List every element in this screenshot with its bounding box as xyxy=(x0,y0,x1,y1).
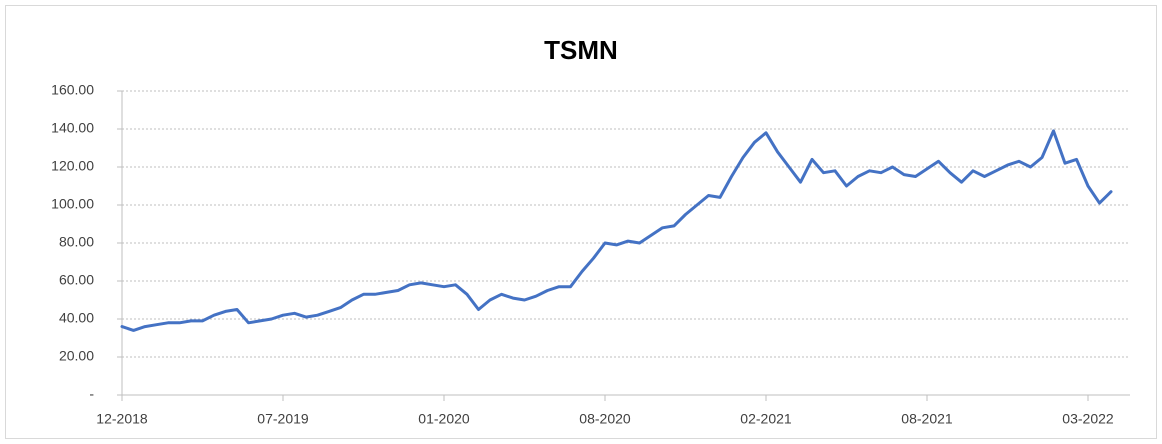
y-tick-label: 120.00 xyxy=(51,158,94,174)
x-tick-label: 07-2019 xyxy=(257,411,309,427)
x-tick-label: 01-2020 xyxy=(418,411,470,427)
x-tick-label: 03-2022 xyxy=(1062,411,1114,427)
chart-border xyxy=(5,5,1157,439)
y-tick-label: 160.00 xyxy=(51,82,94,98)
y-tick-label: 20.00 xyxy=(59,348,94,364)
chart-title: TSMN xyxy=(544,35,618,65)
y-tick-label: 80.00 xyxy=(59,234,94,250)
y-tick-label: 60.00 xyxy=(59,272,94,288)
x-tick-label: 12-2018 xyxy=(96,411,148,427)
data-line xyxy=(120,129,1113,332)
y-tick-label: 40.00 xyxy=(59,310,94,326)
x-tick-label: 02-2021 xyxy=(740,411,792,427)
y-tick-label: 140.00 xyxy=(51,120,94,136)
x-tick-label: 08-2021 xyxy=(901,411,953,427)
y-tick-label: 100.00 xyxy=(51,196,94,212)
x-tick-label: 08-2020 xyxy=(579,411,631,427)
y-tick-label: - xyxy=(89,386,94,402)
